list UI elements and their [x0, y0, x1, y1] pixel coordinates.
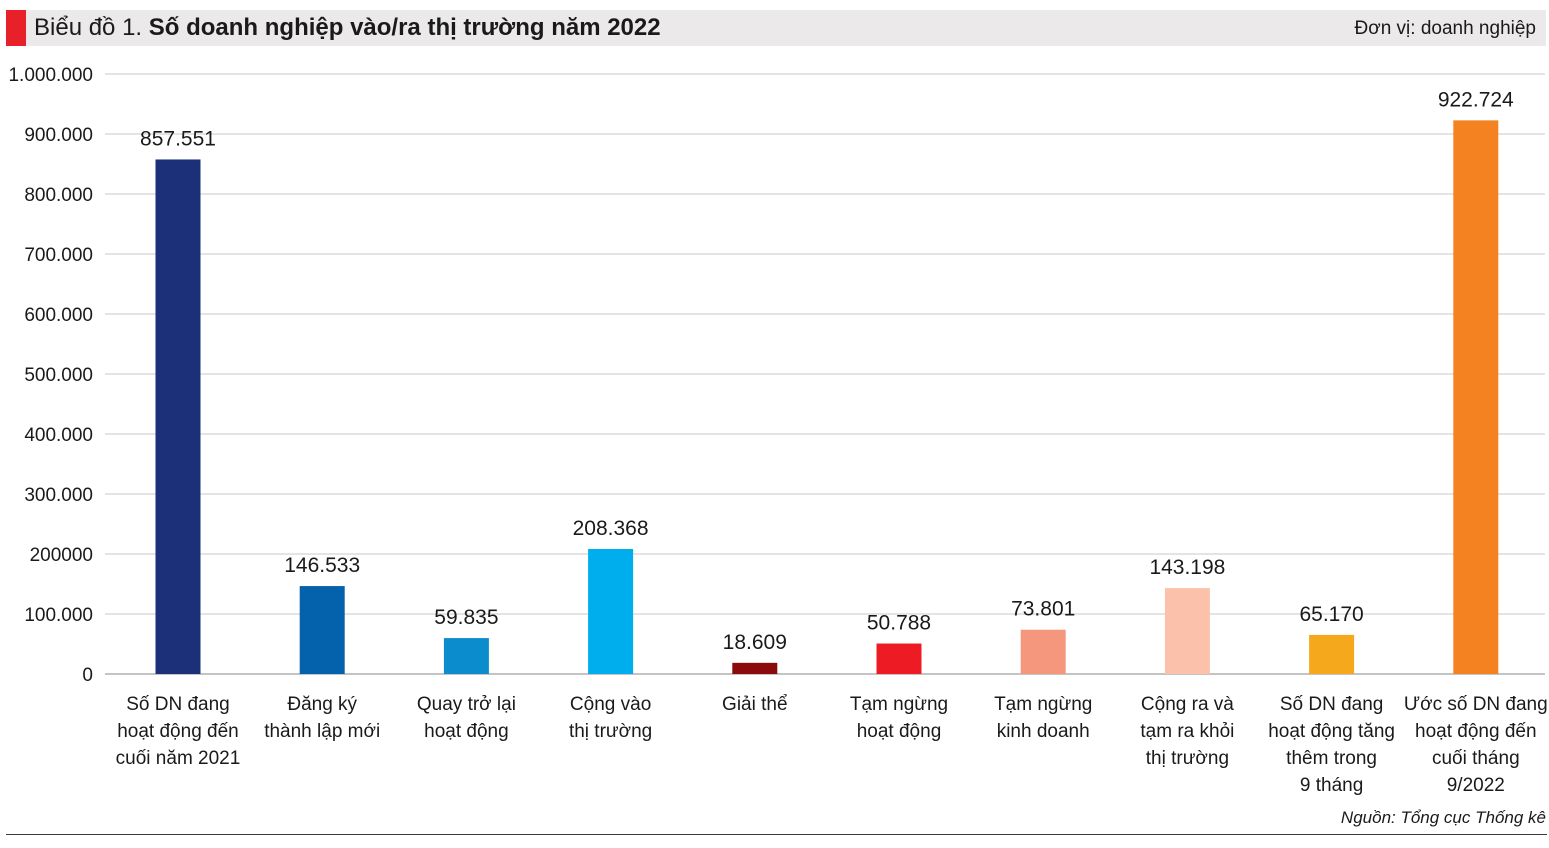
- data-label: 59.835: [434, 606, 498, 629]
- bottom-divider: [6, 834, 1547, 835]
- x-tick-label: Cộng vào thị trường: [569, 694, 652, 742]
- x-tick-label: Giải thể: [722, 694, 787, 715]
- y-tick-label: 1.000.000: [8, 65, 93, 86]
- bar: [155, 159, 201, 674]
- y-tick-label: 0: [82, 665, 93, 686]
- data-label: 65.170: [1299, 603, 1363, 626]
- x-tick-label: Số DN đang hoạt động đến cuối năm 2021: [116, 694, 241, 769]
- bar: [299, 586, 345, 674]
- x-tick-label: Tạm ngừng kinh doanh: [994, 694, 1092, 742]
- data-label: 18.609: [723, 631, 787, 654]
- y-tick-label: 500.000: [24, 365, 93, 386]
- chart-title-bar: Biểu đồ 1. Số doanh nghiệp vào/ra thị tr…: [6, 10, 1546, 46]
- data-label: 146.533: [284, 554, 360, 577]
- bar: [876, 643, 922, 674]
- bar: [1164, 588, 1210, 674]
- y-tick-label: 900.000: [24, 125, 93, 146]
- bar: [1020, 629, 1066, 674]
- chart-title-main: Số doanh nghiệp vào/ra thị trường năm 20…: [148, 14, 661, 41]
- bar: [732, 662, 778, 674]
- x-tick-label: Quay trở lại hoạt động: [417, 694, 516, 742]
- source-note: Nguồn: Tổng cục Thống kê: [1340, 808, 1546, 827]
- x-tick-label: Số DN đang hoạt động tăng thêm trong 9 thán…: [1268, 694, 1395, 796]
- y-tick-label: 100.000: [24, 605, 93, 626]
- y-tick-label: 300.000: [24, 485, 93, 506]
- data-label: 50.788: [867, 612, 931, 635]
- y-tick-label: 700.000: [24, 245, 93, 266]
- chart-title-prefix: Biểu đồ 1.: [34, 14, 149, 41]
- y-tick-label: 400.000: [24, 425, 93, 446]
- x-tick-label: Cộng ra và tạm ra khỏi thị trường: [1140, 694, 1234, 769]
- data-label: 143.198: [1149, 556, 1225, 579]
- data-label: 73.801: [1011, 598, 1075, 621]
- bar: [1453, 120, 1499, 674]
- data-label: 922.724: [1438, 88, 1514, 111]
- y-tick-label: 200000: [30, 545, 93, 566]
- x-tick-label: Ước số DN đang hoạt động đến cuối tháng 9/2…: [1404, 694, 1548, 796]
- bar: [443, 638, 489, 674]
- bar: [1309, 634, 1355, 674]
- x-tick-label: Tạm ngừng hoạt động: [850, 694, 948, 742]
- chart-title: Biểu đồ 1. Số doanh nghiệp vào/ra thị tr…: [34, 15, 661, 41]
- x-tick-label: Đăng ký thành lập mới: [264, 694, 380, 742]
- data-label: 857.551: [140, 127, 216, 150]
- unit-label: Đơn vị: doanh nghiệp: [1354, 18, 1536, 39]
- title-accent-marker: [6, 10, 26, 46]
- bar: [588, 548, 634, 674]
- y-tick-label: 600.000: [24, 305, 93, 326]
- y-tick-label: 800.000: [24, 185, 93, 206]
- data-label: 208.368: [573, 517, 649, 540]
